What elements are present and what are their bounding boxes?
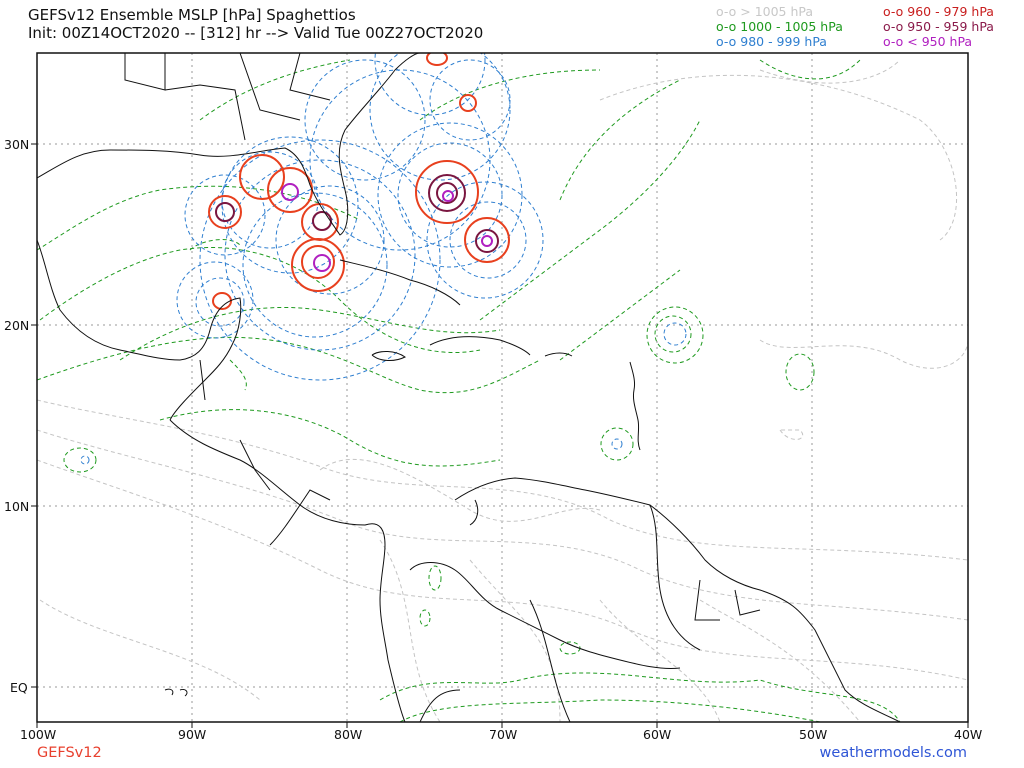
lon-label: 40W xyxy=(954,727,983,742)
map-title: GEFSv12 Ensemble MSLP [hPa] Spaghettios xyxy=(28,6,356,24)
lon-label: 90W xyxy=(178,727,207,742)
site-credit: weathermodels.com xyxy=(819,745,967,761)
legend-item-980-999: o-o 980 - 999 hPa xyxy=(716,34,827,49)
coastlines xyxy=(37,53,901,722)
map-subtitle: Init: 00Z14OCT2020 -- [312] hr --> Valid… xyxy=(28,24,484,42)
contours-950-959 xyxy=(215,174,499,253)
map-title-block: GEFSv12 Ensemble MSLP [hPa] Spaghettios … xyxy=(28,6,483,42)
legend-column-right: o-o 960 - 979 hPa o-o 950 - 959 hPa o-o … xyxy=(883,4,994,49)
lat-label: 10N xyxy=(4,499,30,514)
lon-label: 70W xyxy=(489,727,518,742)
gridlines xyxy=(37,53,968,722)
lon-label: 100W xyxy=(20,727,57,742)
lat-label: 30N xyxy=(4,137,30,152)
lat-label: EQ xyxy=(10,680,28,695)
contours-1000-1005 xyxy=(37,59,901,722)
contours-960-979 xyxy=(208,53,510,310)
lat-label: 20N xyxy=(4,318,30,333)
axis-ticks xyxy=(31,143,969,728)
contours-lt950 xyxy=(281,183,493,272)
lon-label: 60W xyxy=(643,727,672,742)
legend-item-1000-1005: o-o 1000 - 1005 hPa xyxy=(716,19,843,34)
map-frame xyxy=(36,52,969,723)
contours-gt1005 xyxy=(37,59,968,722)
legend-item-960-979: o-o 960 - 979 hPa xyxy=(883,4,994,19)
legend-item-lt950: o-o < 950 hPa xyxy=(883,34,973,49)
legend-column-left: o-o > 1005 hPa o-o 1000 - 1005 hPa o-o 9… xyxy=(716,4,843,49)
legend-item-gt1005: o-o > 1005 hPa xyxy=(716,4,814,19)
contours-980-999 xyxy=(80,53,687,465)
model-label: GEFSv12 xyxy=(37,745,102,761)
legend-item-950-959: o-o 950 - 959 hPa xyxy=(883,19,994,34)
lon-label: 50W xyxy=(799,727,828,742)
lon-label: 80W xyxy=(334,727,363,742)
